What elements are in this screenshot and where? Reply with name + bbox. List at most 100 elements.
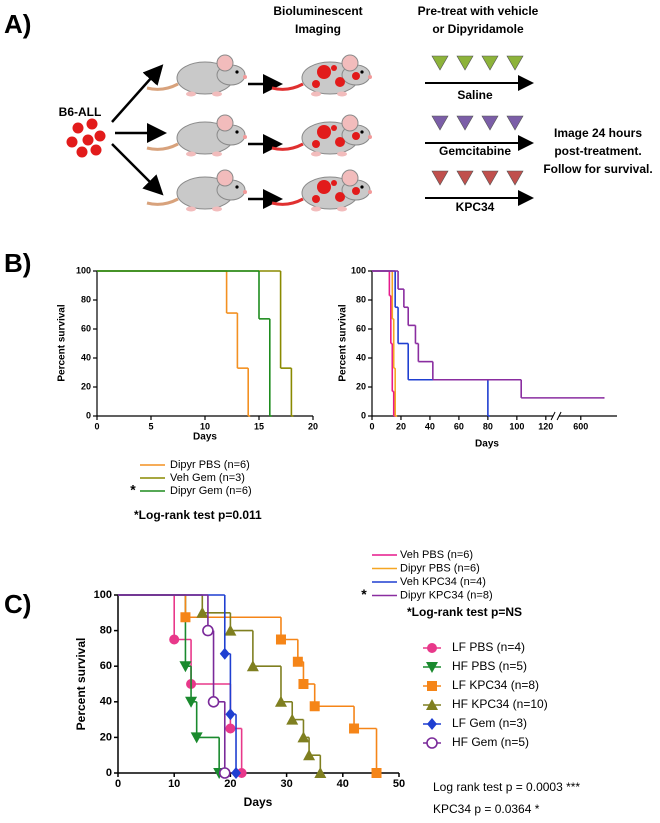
marker [190, 732, 203, 744]
legend-note: * [130, 482, 136, 498]
treatment-triangle [506, 115, 524, 131]
x-tick-label: 15 [254, 421, 264, 431]
annotation: *Log-rank test p=NS [407, 605, 522, 619]
legend-label: Dipyr KPC34 (n=8) [400, 589, 493, 601]
tumor-spot [335, 192, 345, 202]
tumor-spot [317, 180, 331, 194]
cell [76, 146, 88, 158]
mouse-foot [186, 151, 196, 157]
followup-label: post-treatment. [554, 144, 641, 158]
legend-label: LF KPC34 (n=8) [452, 678, 539, 692]
x-tick-label: 50 [393, 778, 405, 790]
y-tick-label: 60 [356, 323, 366, 333]
x-tick-label: 0 [369, 421, 374, 431]
y-tick-label: 40 [356, 352, 366, 362]
x-tick-label: 5 [148, 421, 153, 431]
treatment-triangle [431, 55, 449, 71]
y-tick-label: 0 [361, 410, 366, 420]
marker [371, 768, 382, 778]
x-tick-label: 40 [425, 421, 435, 431]
marker [303, 749, 316, 761]
marker [219, 647, 230, 660]
x-tick-label: 10 [168, 778, 180, 790]
mouse-eye [360, 70, 364, 74]
annotation: KPC34 p = 0.0364 * [433, 802, 540, 816]
marker [426, 662, 438, 673]
mouse-foot [337, 151, 347, 157]
legend-label: LF PBS (n=4) [452, 640, 525, 654]
x-tick-label: 40 [337, 778, 349, 790]
y-axis-label: Percent survival [74, 638, 88, 731]
step-label: Bioluminescent [273, 4, 362, 18]
x-tick-label: 20 [224, 778, 236, 790]
mouse-nose [368, 135, 372, 139]
x-tick-label: 60 [454, 421, 464, 431]
mouse-foot [212, 206, 222, 212]
mouse-nose [368, 190, 372, 194]
x-tick-label: 80 [483, 421, 493, 431]
treatment-label: Saline [457, 88, 493, 102]
marker [180, 612, 191, 623]
y-tick-label: 100 [94, 589, 112, 601]
x-tick-label: 0 [94, 421, 99, 431]
arrow [111, 64, 164, 123]
marker [225, 723, 236, 734]
mouse-eye [360, 130, 364, 134]
axis-break [556, 411, 562, 421]
y-tick-label: 60 [81, 323, 91, 333]
x-tick-label: 20 [308, 421, 318, 431]
x-tick-label: 30 [280, 778, 292, 790]
tumor-spot [312, 195, 320, 203]
treatment-label: Gemcitabine [439, 144, 511, 158]
y-tick-label: 40 [100, 696, 112, 708]
legend-label: LF Gem (n=3) [452, 716, 527, 730]
tumor-spot [331, 125, 337, 131]
marker [185, 696, 198, 708]
mouse-tail [271, 197, 304, 206]
treatment-label: KPC34 [456, 200, 495, 214]
mouse-foot [311, 91, 321, 97]
cell [66, 136, 78, 148]
legend-label: Veh KPC34 (n=4) [400, 576, 486, 588]
y-tick-label: 80 [81, 294, 91, 304]
mouse-eye [235, 185, 239, 189]
mouse-ear [216, 54, 234, 72]
tumor-spot [317, 125, 331, 139]
y-tick-label: 40 [81, 352, 91, 362]
mouse-nose [368, 75, 372, 79]
mouse-ear [341, 114, 359, 132]
treatment-triangle [506, 170, 524, 186]
mouse-foot [186, 206, 196, 212]
marker [297, 731, 310, 743]
tumor-spot [312, 140, 320, 148]
tumor-spot [317, 65, 331, 79]
x-tick-label: 10 [200, 421, 210, 431]
marker [224, 624, 237, 636]
marker [427, 681, 437, 691]
tumor-spot [352, 72, 360, 80]
marker [349, 723, 360, 734]
mouse-foot [212, 151, 222, 157]
legend-label: Dipyr PBS (n=6) [170, 459, 250, 471]
tumor-spot [352, 132, 360, 140]
marker [236, 768, 247, 778]
mouse-nose [243, 75, 247, 79]
cell [86, 118, 98, 130]
tumor-spot [335, 137, 345, 147]
mouse-tail [146, 82, 179, 91]
mouse-eye [360, 185, 364, 189]
mouse-nose [243, 135, 247, 139]
marker [427, 643, 437, 653]
treatment-triangle [431, 170, 449, 186]
tumor-spot [335, 77, 345, 87]
mouse-tail [146, 197, 179, 206]
treatment-triangle [481, 115, 499, 131]
mouse-ear [341, 169, 359, 187]
mouse-tail [271, 82, 304, 91]
y-tick-label: 100 [76, 265, 91, 275]
marker [196, 606, 209, 618]
mouse-ear [341, 54, 359, 72]
legend-label: Dipyr PBS (n=6) [400, 562, 480, 574]
marker [426, 699, 438, 710]
